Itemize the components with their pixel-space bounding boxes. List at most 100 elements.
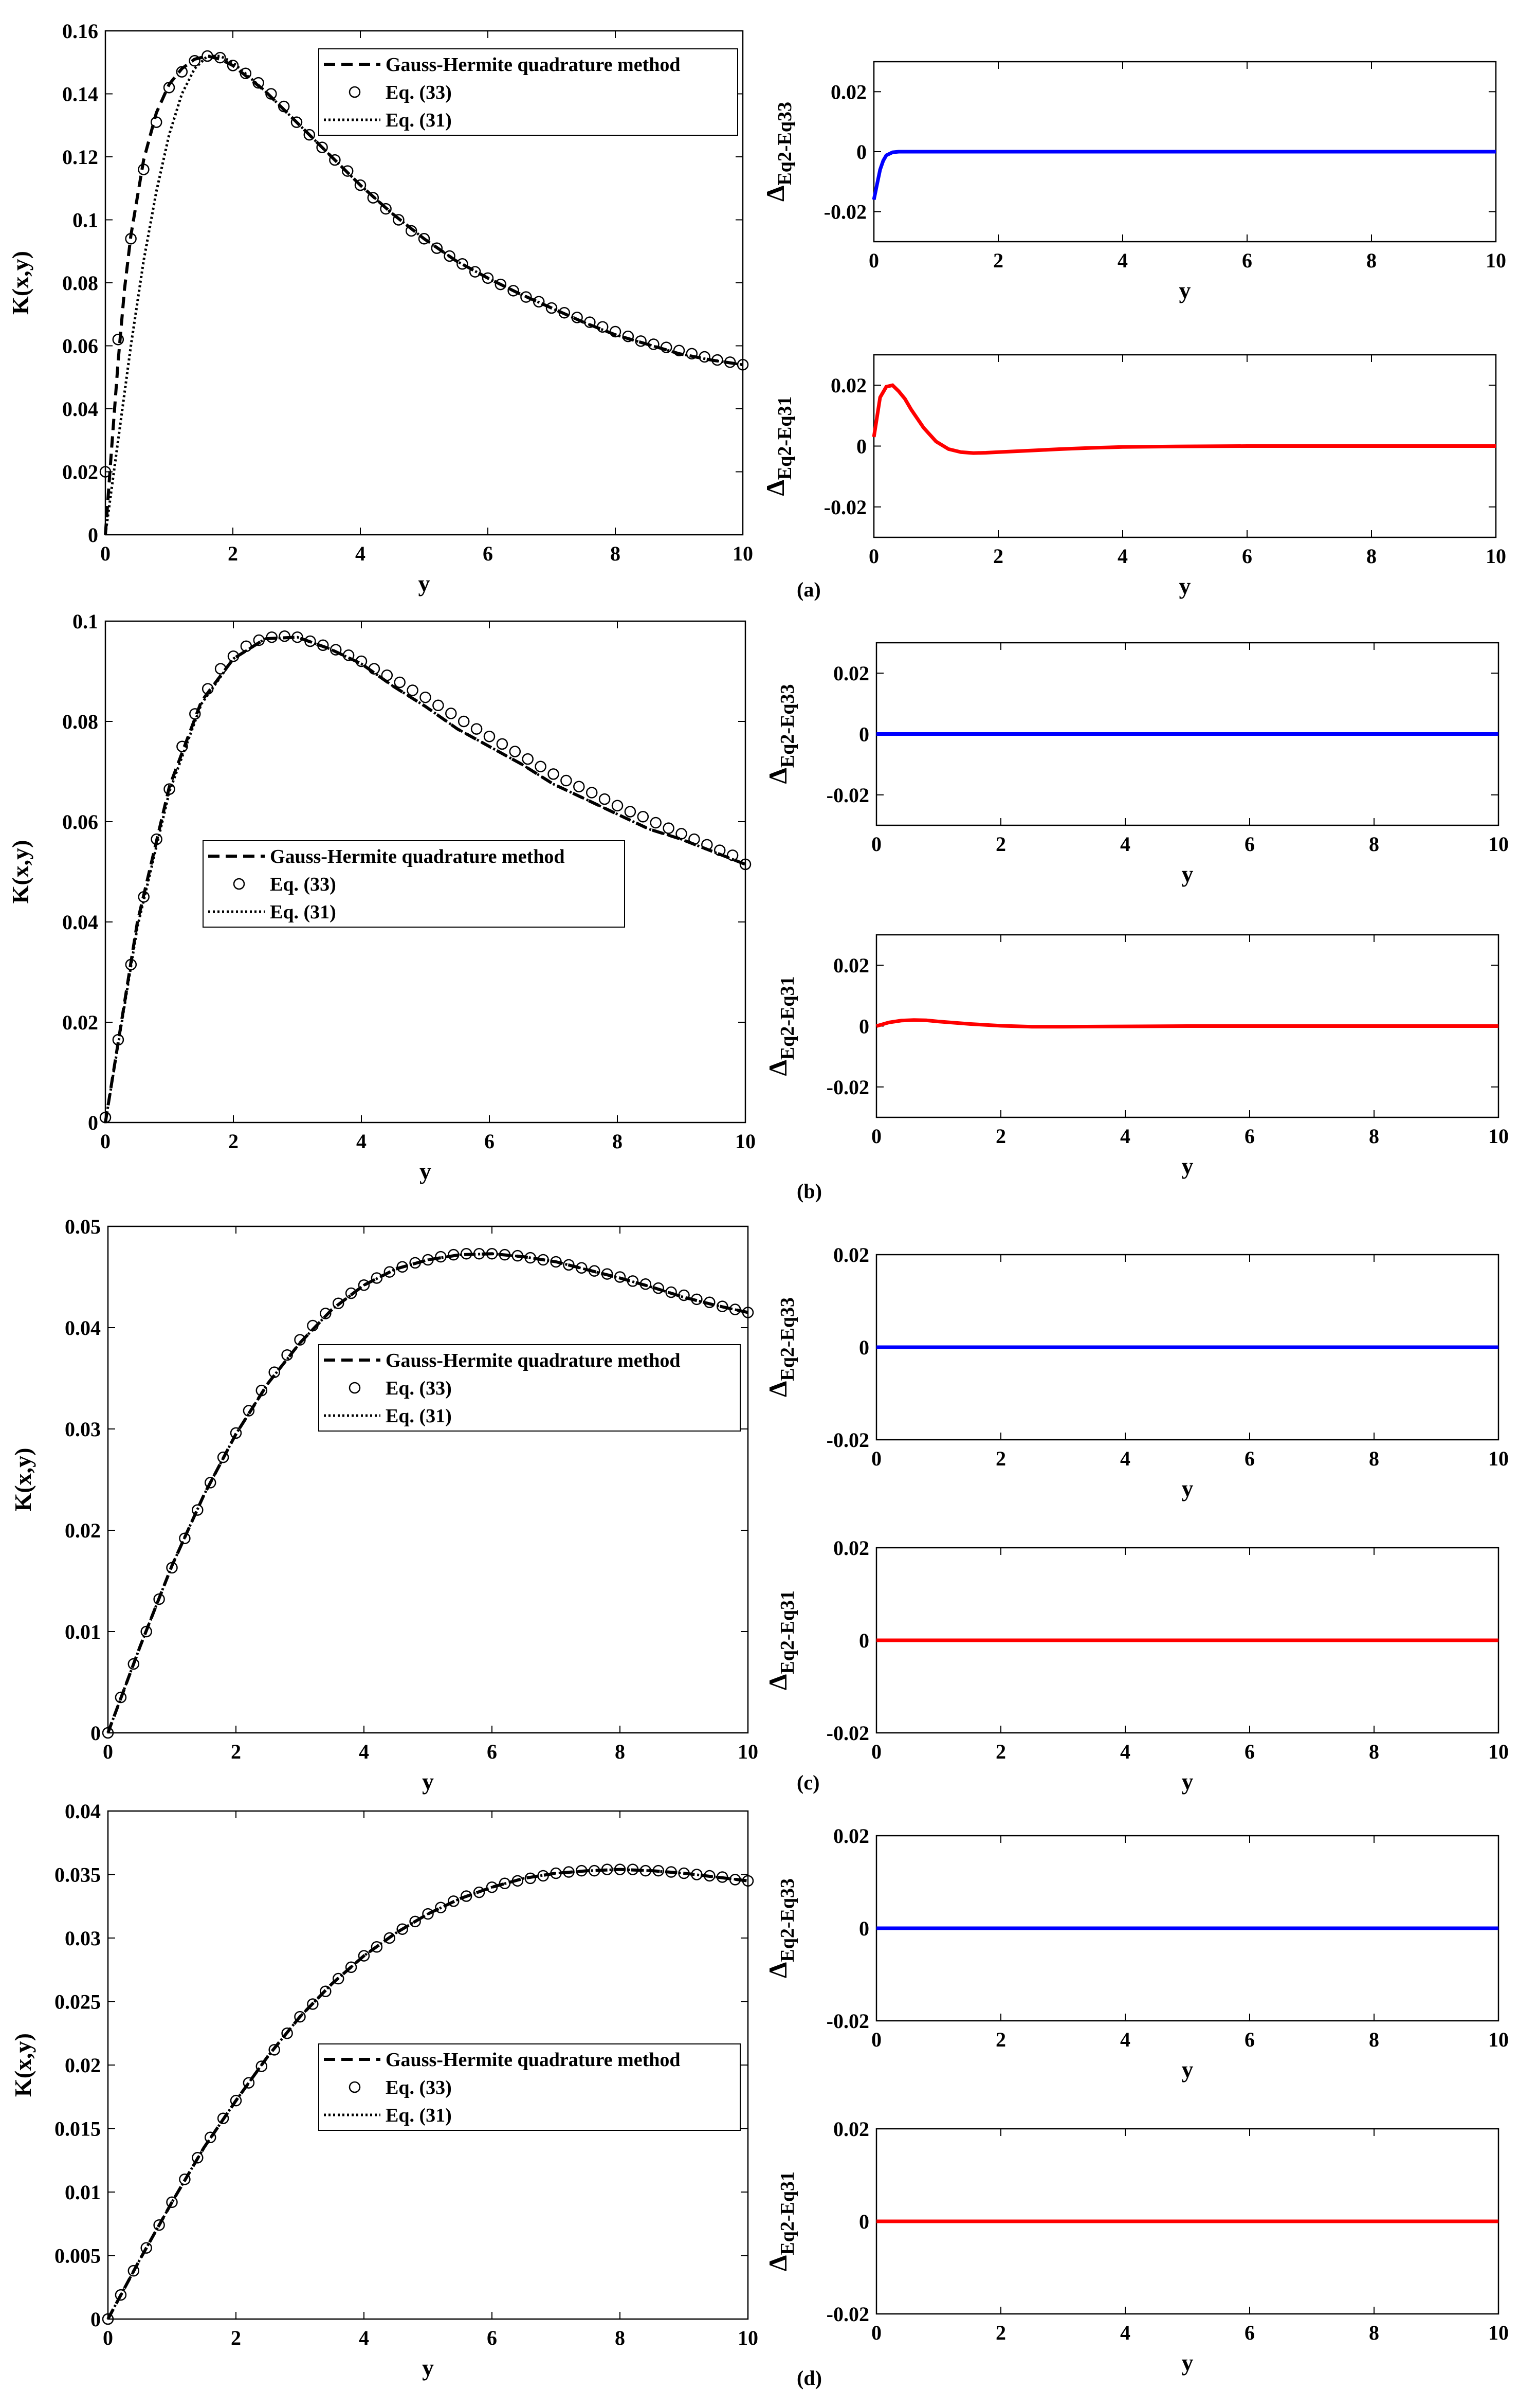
y-tick-label: -0.02	[824, 201, 867, 224]
x-axis-label: y	[422, 2355, 434, 2381]
x-axis-label: y	[1179, 277, 1191, 303]
data-point	[622, 330, 634, 342]
x-tick-label: 8	[1369, 1125, 1379, 1148]
data-point	[545, 302, 558, 314]
data-point	[533, 296, 545, 307]
data-point	[127, 1658, 140, 1670]
y-tick-label: 0	[859, 1629, 869, 1652]
legend-marker	[233, 878, 245, 890]
data-point	[307, 1998, 319, 2010]
x-axis-label: y	[1179, 573, 1191, 599]
y-tick-label: 0.02	[62, 1011, 98, 1034]
data-point	[482, 272, 494, 284]
x-tick-label: 0	[100, 542, 111, 565]
chart-d-main: 0 2 4 6 8 10 0 0.005 0.01 0.015 0.02 0.025 0.03 0.035…	[10, 1800, 758, 2381]
data-point	[507, 285, 519, 297]
data-point	[176, 66, 188, 78]
data-point	[444, 250, 455, 262]
x-tick-label: 0	[871, 1447, 882, 1470]
data-point	[230, 1427, 242, 1439]
y-axis-label: ΔEq2-Eq31	[763, 976, 798, 1076]
x-tick-label: 6	[1245, 1740, 1255, 1763]
data-point	[330, 644, 342, 656]
data-point	[189, 708, 201, 720]
legend-label: Eq. (33)	[386, 82, 452, 103]
data-point	[125, 958, 137, 971]
legend-box	[203, 840, 625, 928]
data-point	[711, 354, 723, 366]
y-tick-label: 0.005	[54, 2244, 101, 2268]
x-tick-label: 0	[871, 1740, 882, 1763]
y-axis-label: ΔEq2-Eq33	[763, 1297, 798, 1397]
data-point	[240, 67, 252, 79]
legend-label: Eq. (33)	[386, 1378, 452, 1399]
data-point	[217, 1451, 229, 1463]
y-tick-label: 0.025	[54, 1990, 101, 2014]
data-point	[355, 655, 368, 667]
y-axis-label: K(x,y)	[7, 251, 33, 315]
legend-label: Eq. (33)	[386, 2077, 452, 2098]
delta-subscript: Eq2-Eq31	[777, 1590, 798, 1674]
delta-symbol: Δ	[763, 2255, 792, 2271]
x-tick-label: 0	[869, 249, 879, 272]
chart-b-main: 0 2 4 6 8 10 0 0.02 0.04 0.06 0.08 0.1 y K(x,y) Gauss-…	[7, 610, 756, 1184]
data-point	[367, 192, 379, 204]
data-point	[99, 466, 112, 478]
data-point	[665, 1286, 677, 1298]
data-point	[102, 2313, 114, 2325]
y-axis-label: ΔEq2-Eq33	[763, 684, 798, 784]
y-axis-label: ΔEq2-Eq33	[761, 102, 796, 202]
x-tick-label: 6	[1242, 545, 1252, 568]
delta-subscript: Eq2-Eq33	[774, 102, 796, 186]
legend-label: Gauss-Hermite quadrature method	[270, 846, 565, 867]
y-tick-label: 0	[859, 1015, 869, 1038]
data-point	[303, 129, 316, 141]
x-tick-label: 10	[738, 1740, 758, 1763]
y-tick-label: -0.02	[827, 1722, 869, 1745]
x-tick-label: 8	[615, 2326, 625, 2349]
x-axis-label: y	[1182, 1475, 1194, 1501]
series-line	[872, 383, 1496, 455]
legend-box	[318, 2043, 741, 2131]
x-tick-label: 4	[1118, 545, 1128, 568]
delta-symbol: Δ	[763, 1674, 792, 1690]
data-point	[243, 2077, 255, 2089]
x-tick-label: 6	[1242, 249, 1252, 272]
legend-marker	[349, 86, 361, 98]
data-point	[153, 2219, 165, 2231]
legend-label: Gauss-Hermite quadrature method	[386, 1350, 681, 1371]
x-tick-label: 10	[1488, 2321, 1509, 2344]
y-tick-label: 0.02	[833, 2117, 869, 2141]
data-point	[585, 787, 598, 799]
legend-box	[318, 1344, 741, 1432]
data-point	[332, 1297, 344, 1309]
x-tick-label: 6	[1245, 832, 1255, 856]
data-point	[652, 1282, 664, 1294]
delta-subscript: Eq2-Eq33	[777, 1297, 798, 1381]
delta-symbol: Δ	[761, 480, 790, 496]
data-point	[127, 2265, 140, 2277]
data-point	[739, 858, 752, 871]
data-point	[611, 800, 624, 812]
data-point	[99, 1112, 112, 1124]
data-point	[431, 242, 443, 254]
x-tick-label: 2	[231, 2326, 241, 2349]
x-tick-label: 4	[359, 2326, 369, 2349]
legend-label: Eq. (31)	[386, 110, 452, 131]
data-point	[281, 1349, 293, 1361]
series-line	[106, 1868, 748, 2320]
data-point	[291, 631, 303, 643]
x-tick-label: 10	[735, 1130, 756, 1153]
legend-label: Gauss-Hermite quadrature method	[386, 2049, 681, 2071]
delta-symbol: Δ	[763, 768, 792, 784]
data-point	[522, 753, 534, 765]
y-axis-label: ΔEq2-Eq31	[761, 396, 796, 496]
data-point	[266, 631, 278, 643]
delta-symbol: Δ	[761, 186, 790, 202]
data-point	[418, 233, 430, 245]
data-point	[524, 1872, 536, 1885]
data-point	[456, 258, 468, 270]
y-tick-label: 0	[90, 1722, 101, 1745]
y-tick-label: 0	[856, 435, 867, 458]
y-axis-label: ΔEq2-Eq31	[763, 2171, 798, 2271]
